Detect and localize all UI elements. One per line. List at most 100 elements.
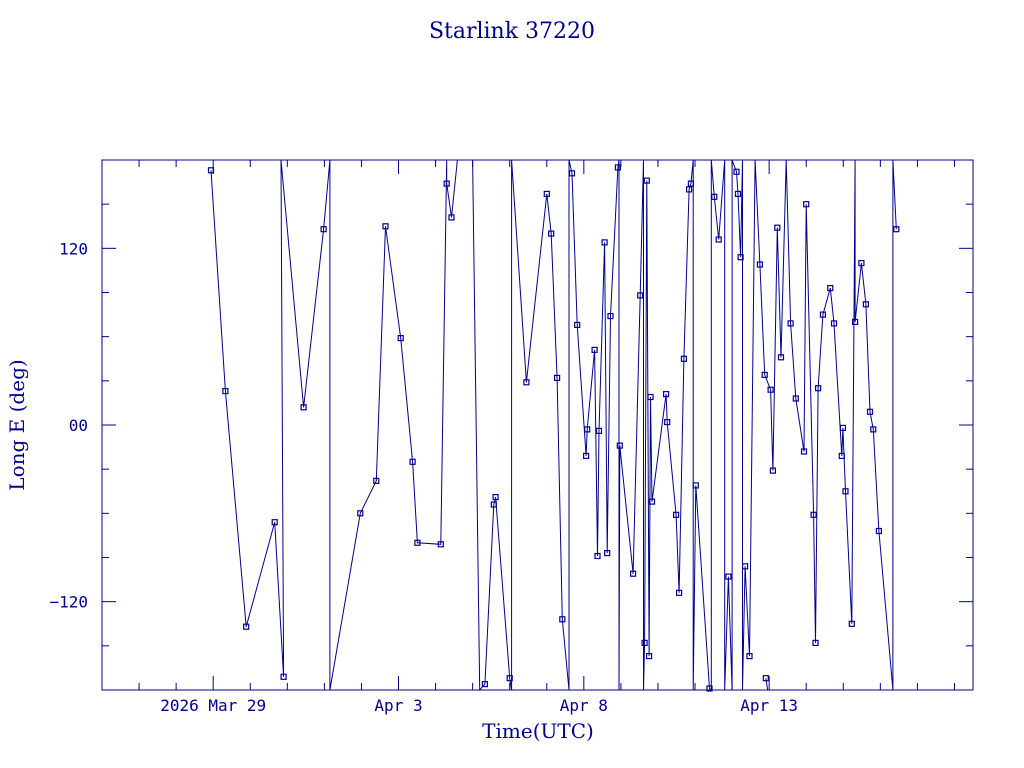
data-point [769,467,777,474]
data-point [812,639,819,647]
data-point [711,193,718,200]
data-point [548,230,555,237]
data-point [523,379,530,386]
data-point [858,260,865,267]
data-point [614,164,622,171]
data-point [767,386,774,393]
data-point [647,393,654,401]
data-point [543,190,550,197]
data-point [774,224,781,231]
series-markers [207,164,900,692]
data-point [746,652,753,660]
data-point [800,448,808,455]
data-point [594,552,601,560]
data-point [893,226,900,233]
x-tick-label: Apr 8 [560,696,608,715]
data-point [803,201,810,208]
series-lines [210,159,897,692]
data-point [777,354,785,361]
x-tick-label: Apr 3 [374,696,422,715]
data-point [280,673,287,680]
data-point [604,549,611,557]
data-point [320,226,327,233]
chart-title: Starlink 37220 [429,19,595,44]
data-point [875,527,883,535]
data-point [862,301,870,308]
y-tick-label: 120 [59,239,88,258]
data-point [373,477,380,484]
data-point [448,214,455,221]
data-point [443,180,450,187]
data-point [830,320,838,327]
data-point [810,511,817,518]
data-point [692,482,699,489]
data-point [591,346,598,353]
x-tick-labels: 2026 Mar 29 Apr 3 Apr 8 Apr 13 [160,696,798,715]
data-point [733,168,740,175]
data-point [687,180,695,187]
data-point [680,355,688,362]
data-point [409,458,416,465]
data-point [568,170,576,177]
series-line [765,678,769,691]
data-point [827,285,834,292]
data-point [553,374,561,381]
data-point [637,292,644,299]
y-axis-label: Long E (deg) [5,359,29,490]
data-point [706,685,713,692]
data-point [271,519,278,526]
data-point [664,419,671,426]
data-point [866,408,874,415]
data-point [641,639,648,647]
data-point [672,511,680,518]
data-point [819,311,827,318]
data-point [397,335,404,342]
x-axis-label: Time(UTC) [482,719,594,743]
data-point [437,541,444,548]
series-line [210,159,897,692]
data-point [506,675,513,682]
data-point [645,652,653,660]
data-point [787,320,794,327]
data-point [616,442,623,449]
data-point [762,675,769,682]
y-tick-labels: −120 00 120 [49,239,88,611]
data-point [601,239,608,246]
data-point [741,563,749,570]
data-point [685,186,693,193]
data-point [870,426,877,433]
x-tick-label: Apr 13 [740,696,798,715]
data-point [842,488,849,495]
data-point [481,680,488,688]
data-point [761,371,768,378]
data-point [734,190,742,197]
data-point [559,616,566,623]
data-point [725,573,732,580]
data-point [582,452,590,459]
y-tick-label: 00 [69,416,88,435]
data-point [243,623,250,630]
data-point [756,261,764,268]
data-point [222,388,229,395]
data-point [584,426,591,433]
data-point [607,313,614,320]
data-point [792,395,799,402]
minor-ticks [102,160,973,690]
y-tick-label: −120 [49,593,88,612]
data-point [662,391,670,398]
data-point [629,570,637,577]
data-point [357,510,364,517]
data-point [300,404,307,411]
data-point [851,318,859,325]
data-point [382,223,389,230]
data-point [490,501,497,508]
data-point [207,167,215,174]
data-point [838,452,845,459]
data-point [737,254,744,261]
data-point [715,236,722,243]
data-point [595,427,603,434]
data-point [675,589,683,596]
data-point [848,620,855,627]
data-point [648,498,656,505]
